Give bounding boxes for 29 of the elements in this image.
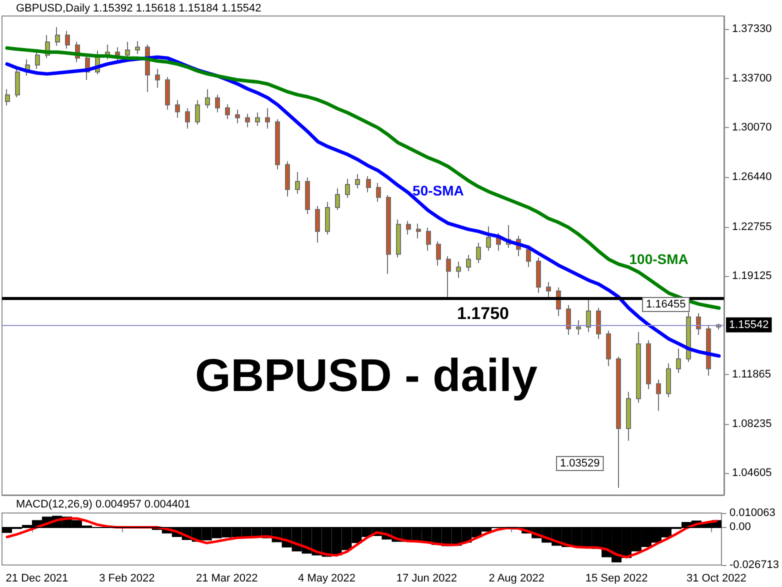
x-tick-label: 4 May 2022: [298, 572, 356, 584]
chart-title: MACD(12,26,9) 0.004957 0.004401: [16, 498, 190, 510]
y-tick-label: 1.11865: [732, 368, 771, 381]
y-tick-label: 1.22755: [732, 220, 772, 233]
y-tick-label: 1.30070: [732, 122, 772, 134]
y-tick-label: 1.04605: [732, 467, 772, 480]
y-tick-label: 1.33700: [732, 72, 772, 84]
x-tick-label: 31 Oct 2022: [686, 572, 746, 584]
ref-line-label: 1.1750: [457, 304, 509, 324]
y-tick-label: 0.00: [729, 521, 751, 534]
x-tick-label: 21 Mar 2022: [196, 572, 258, 584]
x-tick-label: 15 Sep 2022: [585, 572, 648, 584]
annotation: GBPUSD - daily: [195, 349, 538, 401]
ref-line-label: 1.15542: [729, 318, 769, 331]
annotation: 1.03529: [560, 458, 600, 470]
series-label: 50-SMA: [412, 182, 464, 198]
x-tick-label: 3 Feb 2022: [99, 572, 155, 584]
x-tick-label: 2 Aug 2022: [488, 572, 544, 584]
y-tick-label: 1.19125: [732, 270, 772, 282]
chart-title: GBPUSD,Daily 1.15392 1.15618 1.15184 1.15542: [16, 2, 262, 14]
annotation: 1.16455: [646, 298, 686, 310]
y-tick-label: 1.37330: [732, 23, 772, 36]
x-tick-label: 21 Dec 2021: [6, 572, 68, 584]
series-label: 100-SMA: [629, 251, 688, 268]
y-tick-label: 1.26440: [732, 170, 772, 183]
x-tick-label: 17 Jun 2022: [396, 572, 457, 584]
y-tick-label: 1.08235: [732, 418, 772, 430]
y-tick-label: 0.010063: [729, 507, 776, 519]
y-tick-label: -0.026713: [729, 559, 780, 571]
